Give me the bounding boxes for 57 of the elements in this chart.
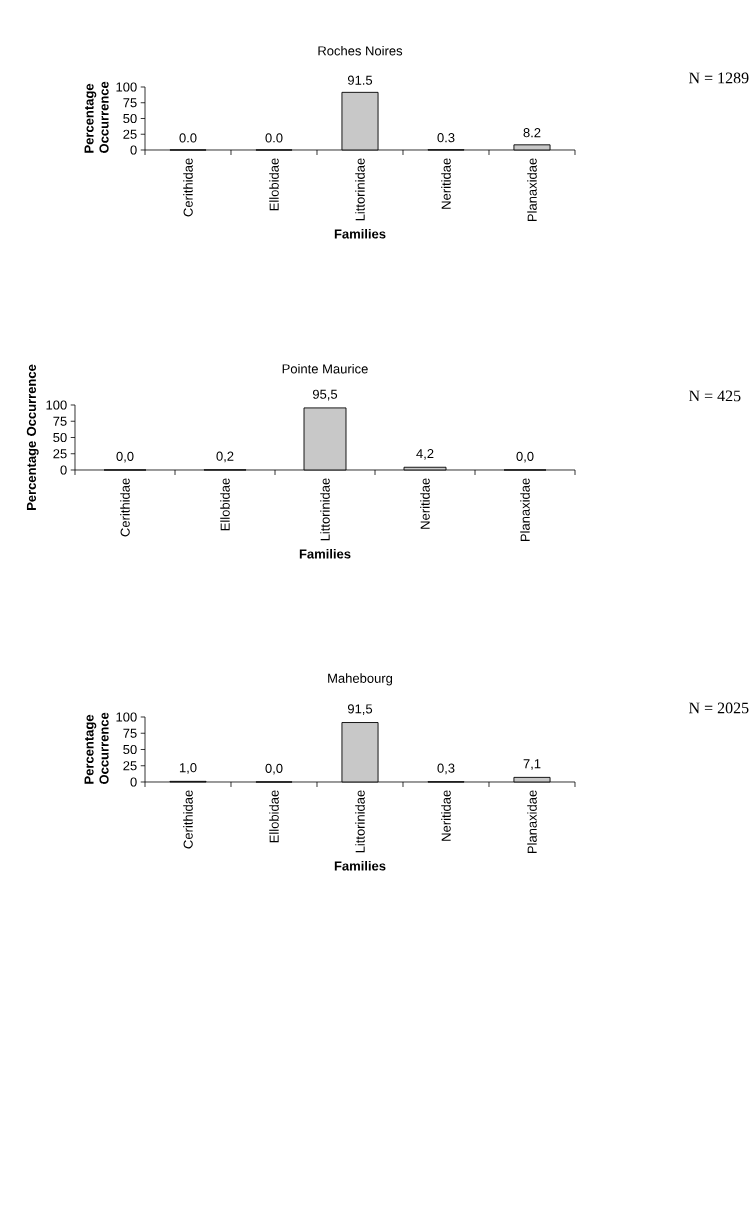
y-tick-label: 75 (53, 416, 67, 426)
chart-title: Roches Noires (318, 45, 403, 56)
data-label: 91.5 (347, 75, 373, 85)
data-label: 0,0 (516, 451, 534, 463)
data-label: 0.0 (265, 133, 283, 143)
data-label: 4,2 (416, 448, 434, 460)
data-label: 0.3 (437, 133, 455, 143)
data-label: 0,3 (437, 763, 455, 775)
x-tick-label: Ellobidae (269, 158, 279, 211)
chart-title: Mahebourg (328, 673, 393, 686)
data-label: 91,5 (347, 704, 373, 715)
x-tick-label: Planaxidae (527, 790, 537, 854)
y-axis-title: Percentage Occurrence (84, 81, 109, 153)
y-tick-label: 100 (46, 400, 67, 410)
x-axis-title: Families (334, 228, 386, 239)
y-tick-label: 50 (123, 113, 137, 124)
y-tick-label: 0 (60, 465, 67, 475)
x-tick-label: Ellobidae (269, 790, 279, 843)
data-label: 0,0 (116, 451, 134, 463)
x-tick-label: Neritidae (441, 158, 451, 209)
y-axis-title: Percentage Occurrence (84, 712, 109, 784)
x-tick-label: Littorinidae (355, 790, 365, 853)
y-tick-label: 100 (116, 82, 137, 92)
chart-title: Pointe Maurice (282, 363, 368, 374)
data-label: 1,0 (179, 763, 197, 774)
x-tick-label: Cerithidae (120, 478, 130, 537)
x-tick-label: Neritidae (420, 478, 430, 529)
y-tick-label: 25 (123, 129, 137, 139)
y-tick-label: 100 (116, 712, 137, 722)
y-tick-label: 75 (123, 98, 137, 108)
y-tick-label: 25 (53, 449, 67, 459)
text: N = 425 (688, 390, 741, 402)
x-tick-label: Planaxidae (527, 158, 537, 222)
x-tick-label: Cerithidae (183, 790, 193, 849)
x-tick-label: Planaxidae (520, 478, 530, 542)
data-label: 95,5 (312, 389, 338, 401)
data-label: 8.2 (523, 128, 541, 138)
x-tick-label: Ellobidae (220, 478, 230, 531)
text: N = 2025 (688, 702, 749, 714)
x-axis-title: Families (299, 548, 351, 559)
text: N = 1289 (688, 72, 749, 84)
data-label: 0.0 (179, 133, 197, 143)
y-tick-label: 0 (130, 145, 137, 155)
x-tick-label: Neritidae (441, 790, 451, 841)
x-tick-label: Littorinidae (355, 158, 365, 221)
data-label: 7,1 (523, 759, 541, 770)
y-tick-label: 75 (123, 728, 137, 738)
y-tick-label: 25 (123, 761, 137, 771)
y-tick-label: 50 (53, 432, 67, 443)
x-tick-label: Littorinidae (320, 478, 330, 541)
data-label: 0,2 (216, 451, 234, 463)
data-label: 0,0 (265, 763, 283, 775)
x-tick-label: Cerithidae (183, 158, 193, 217)
y-tick-label: 50 (123, 744, 137, 755)
y-tick-label: 0 (130, 777, 137, 787)
x-axis-title: Families (334, 860, 386, 871)
y-axis-title: Percentage Occurrence (26, 364, 39, 510)
